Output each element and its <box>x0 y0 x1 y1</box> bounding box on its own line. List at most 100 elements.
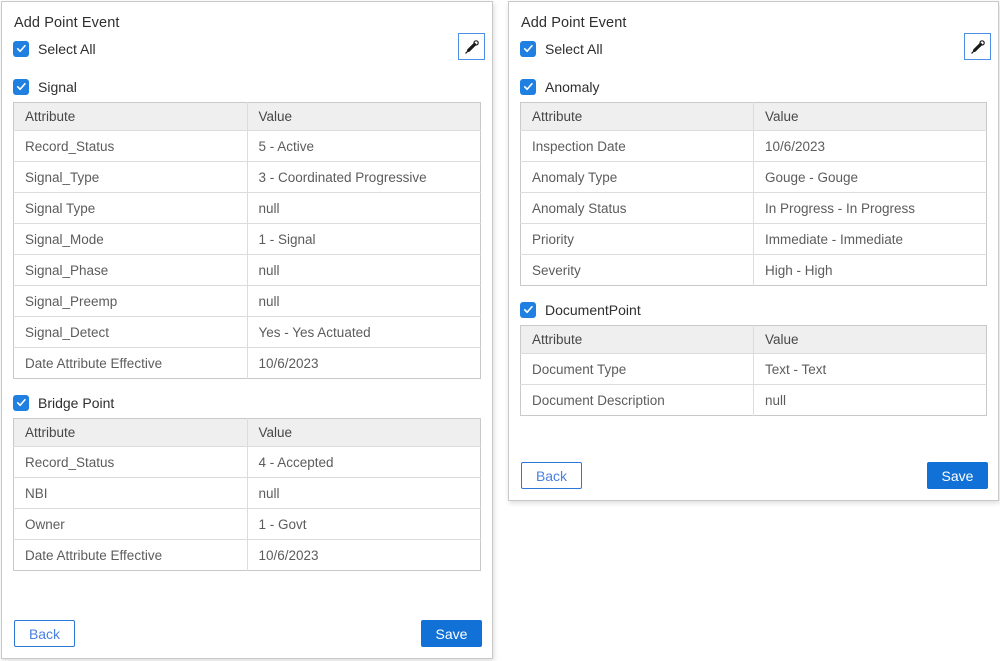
attribute-cell: Document Description <box>520 384 754 416</box>
attributes-table: Attribute Value Record_Status 5 - Active Sig… <box>13 102 481 379</box>
column-header-attribute: Attribute <box>520 102 754 131</box>
attribute-group: Bridge Point Attribute Value Record_Status 4… <box>13 394 481 571</box>
table-header-row: Attribute Value <box>520 325 987 354</box>
eyedropper-button[interactable] <box>964 33 991 60</box>
group-label: Signal <box>38 78 77 95</box>
select-all-row: Select All <box>520 40 987 57</box>
attribute-cell: Owner <box>13 508 247 540</box>
group-checkbox-row: DocumentPoint <box>520 301 987 318</box>
attributes-table: Attribute Value Inspection Date 10/6/2023 An… <box>520 102 987 286</box>
panel-title: Add Point Event <box>14 15 120 31</box>
attribute-cell: Document Type <box>520 353 754 385</box>
table-header-row: Attribute Value <box>520 102 987 131</box>
group-checkbox-row: Signal <box>13 78 481 95</box>
back-button[interactable]: Back <box>14 620 75 647</box>
value-cell: null <box>246 477 481 509</box>
attributes-table: Attribute Value Document Type Text - Text Do… <box>520 325 987 416</box>
table-row: Date Attribute Effective 10/6/2023 <box>13 347 481 379</box>
group-list: Anomaly Attribute Value Inspection Date 10/6… <box>520 78 987 416</box>
group-checkbox[interactable] <box>520 78 536 95</box>
attribute-cell: Date Attribute Effective <box>13 347 247 379</box>
check-icon <box>523 44 533 53</box>
table-header-row: Attribute Value <box>13 102 481 131</box>
value-cell: null <box>753 384 987 416</box>
attribute-cell: Anomaly Status <box>520 192 754 224</box>
check-icon <box>16 82 26 91</box>
attribute-cell: Signal_Mode <box>13 223 247 255</box>
table-row: Owner 1 - Govt <box>13 508 481 540</box>
value-cell: Gouge - Gouge <box>753 161 987 193</box>
table-row: Record_Status 5 - Active <box>13 130 481 162</box>
column-header-value: Value <box>246 418 481 447</box>
back-button[interactable]: Back <box>521 462 582 489</box>
table-row: NBI null <box>13 477 481 509</box>
attribute-cell: Record_Status <box>13 446 247 478</box>
table-row: Signal_Preemp null <box>13 285 481 317</box>
column-header-attribute: Attribute <box>13 418 247 447</box>
attribute-cell: Severity <box>520 254 754 286</box>
attribute-cell: Signal_Phase <box>13 254 247 286</box>
check-icon <box>16 398 26 407</box>
attribute-group: Signal Attribute Value Record_Status 5 - Act… <box>13 78 481 379</box>
attribute-cell: Anomaly Type <box>520 161 754 193</box>
column-header-value: Value <box>753 325 987 354</box>
attribute-cell: Signal_Preemp <box>13 285 247 317</box>
attribute-cell: Signal_Type <box>13 161 247 193</box>
check-icon <box>523 82 533 91</box>
check-icon <box>16 44 26 53</box>
group-checkbox-row: Bridge Point <box>13 394 481 411</box>
select-all-checkbox[interactable] <box>520 40 536 57</box>
eyedropper-icon <box>464 39 479 54</box>
group-label: Anomaly <box>545 78 600 95</box>
group-label: DocumentPoint <box>545 301 641 318</box>
table-row: Signal_Detect Yes - Yes Actuated <box>13 316 481 348</box>
value-cell: 4 - Accepted <box>246 446 481 478</box>
value-cell: 5 - Active <box>246 130 481 162</box>
attributes-table: Attribute Value Record_Status 4 - Accepted N… <box>13 418 481 571</box>
add-point-event-panel-right: Add Point Event Select All Anomaly Attrib… <box>508 1 999 501</box>
eyedropper-button[interactable] <box>458 33 485 60</box>
group-label: Bridge Point <box>38 394 115 411</box>
table-header-row: Attribute Value <box>13 418 481 447</box>
value-cell: 10/6/2023 <box>246 347 481 379</box>
table-row: Signal Type null <box>13 192 481 224</box>
value-cell: Immediate - Immediate <box>753 223 987 255</box>
value-cell: 10/6/2023 <box>246 539 481 571</box>
attribute-cell: NBI <box>13 477 247 509</box>
check-icon <box>523 305 533 314</box>
attribute-group: Anomaly Attribute Value Inspection Date 10/6… <box>520 78 987 286</box>
table-row: Anomaly Status In Progress - In Progress <box>520 192 987 224</box>
column-header-attribute: Attribute <box>520 325 754 354</box>
table-row: Anomaly Type Gouge - Gouge <box>520 161 987 193</box>
table-row: Signal_Phase null <box>13 254 481 286</box>
attribute-cell: Signal Type <box>13 192 247 224</box>
group-checkbox[interactable] <box>13 394 29 411</box>
save-button[interactable]: Save <box>421 620 482 647</box>
group-list: Signal Attribute Value Record_Status 5 - Act… <box>13 78 481 571</box>
value-cell: In Progress - In Progress <box>753 192 987 224</box>
table-row: Record_Status 4 - Accepted <box>13 446 481 478</box>
value-cell: 10/6/2023 <box>753 130 987 162</box>
attribute-cell: Inspection Date <box>520 130 754 162</box>
group-checkbox-row: Anomaly <box>520 78 987 95</box>
table-row: Priority Immediate - Immediate <box>520 223 987 255</box>
attribute-cell: Priority <box>520 223 754 255</box>
panel-title: Add Point Event <box>521 15 627 31</box>
value-cell: 1 - Signal <box>246 223 481 255</box>
value-cell: null <box>246 285 481 317</box>
add-point-event-panel-left: Add Point Event Select All Signal Attribu… <box>1 1 493 659</box>
table-row: Inspection Date 10/6/2023 <box>520 130 987 162</box>
select-all-checkbox[interactable] <box>13 40 29 57</box>
save-button[interactable]: Save <box>927 462 988 489</box>
value-cell: Text - Text <box>753 353 987 385</box>
table-row: Signal_Mode 1 - Signal <box>13 223 481 255</box>
eyedropper-icon <box>970 39 985 54</box>
table-row: Document Type Text - Text <box>520 353 987 385</box>
column-header-attribute: Attribute <box>13 102 247 131</box>
select-all-label: Select All <box>545 40 603 57</box>
group-checkbox[interactable] <box>520 301 536 318</box>
value-cell: 1 - Govt <box>246 508 481 540</box>
table-row: Severity High - High <box>520 254 987 286</box>
group-checkbox[interactable] <box>13 78 29 95</box>
